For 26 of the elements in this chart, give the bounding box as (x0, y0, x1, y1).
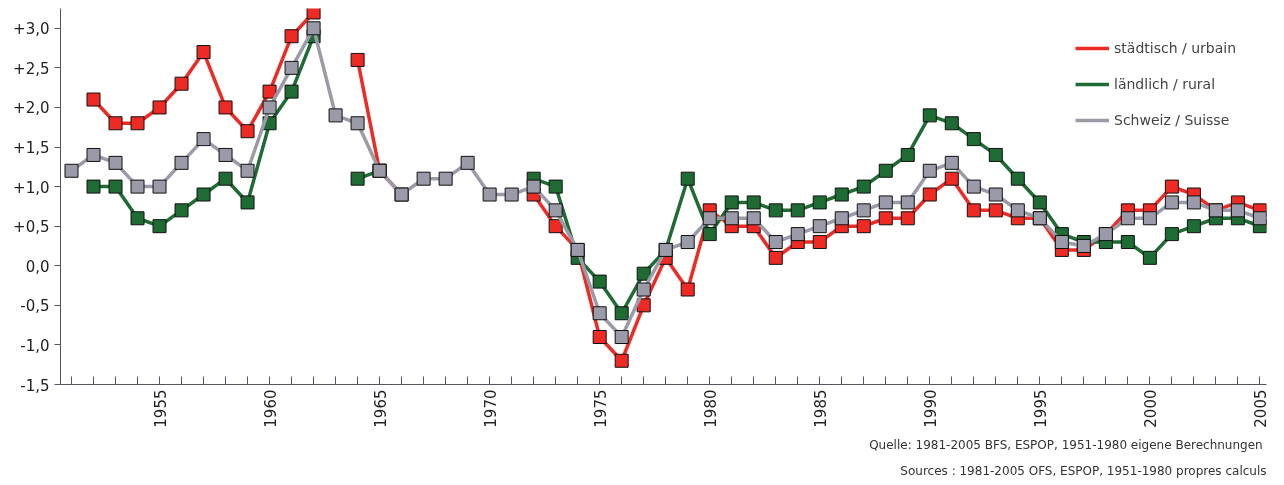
y-tick-label: +3,0 (13, 20, 50, 39)
source-note: Sources : 1981-2005 OFS, ESPOP, 1951-1980 propres calculs (900, 463, 1267, 478)
y-tick-label: 0,0 (25, 257, 50, 276)
x-tick-label: 1965 (371, 389, 390, 428)
source-note: Quelle: 1981-2005 BFS, ESPOP, 1951-1980 eigene Berechnungen (869, 437, 1263, 452)
legend-label: städtisch / urbain (1114, 40, 1236, 56)
y-tick-label: -1,0 (20, 336, 50, 355)
y-tick-label: +2,0 (13, 99, 50, 118)
x-tick-label: 1990 (921, 389, 940, 428)
x-tick-label: 1955 (151, 389, 170, 428)
y-tick-label: +1,0 (13, 178, 50, 197)
x-tick-label: 1960 (261, 389, 280, 428)
y-tick-label: -0,5 (20, 297, 50, 316)
y-tick-label: +1,5 (13, 139, 50, 158)
x-tick-label: 2005 (1251, 389, 1270, 428)
x-tick-label: 1985 (811, 389, 830, 428)
x-tick-label: 1970 (481, 389, 500, 428)
x-tick-label: 1975 (591, 389, 610, 428)
legend-label: Schweiz / Suisse (1114, 112, 1230, 128)
x-tick-label: 2000 (1141, 389, 1160, 428)
x-tick-label: 1980 (701, 389, 720, 428)
y-tick-label: +2,5 (13, 59, 50, 78)
x-tick-label: 1995 (1031, 389, 1050, 428)
y-tick-label: +0,5 (13, 218, 50, 237)
legend-label: ländlich / rural (1114, 76, 1216, 92)
y-tick-label: -1,5 (20, 376, 50, 395)
